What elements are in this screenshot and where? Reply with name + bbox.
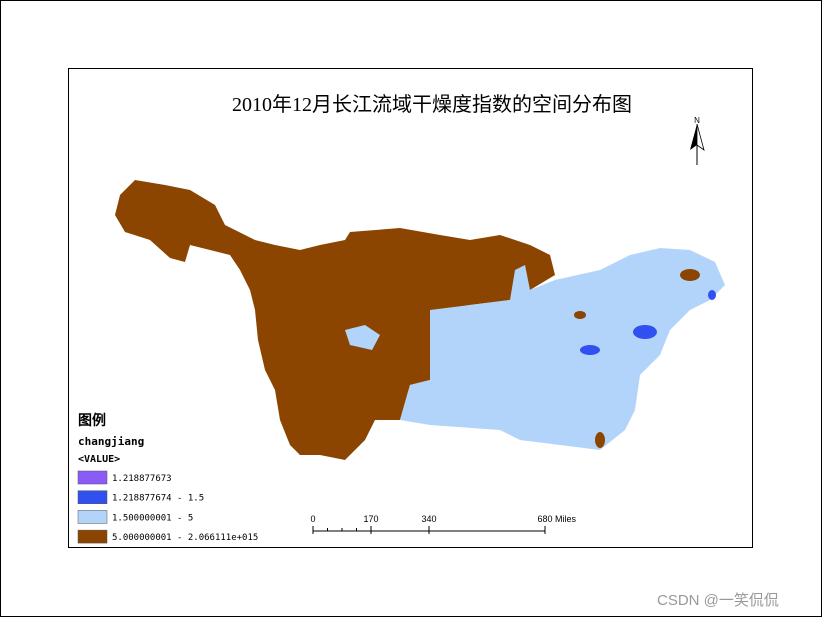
legend-field: <VALUE> [78,454,120,465]
north-arrow: N [690,116,705,165]
scale-label: 680 [537,514,552,524]
legend-swatch [77,529,108,544]
legend-layer: changjiang [78,435,144,448]
basin-map [115,180,725,460]
legend-swatch [77,490,108,504]
scale-label: 0 [310,514,315,524]
legend-label: 1.500000001 - 5 [112,513,193,523]
scale-label: 340 [421,514,436,524]
watermark: CSDN @一笑侃侃 [657,592,779,609]
scale-bar: 0 170 340 680 Miles [310,514,577,534]
region-high [115,180,555,460]
region-high [680,269,700,281]
legend: 1.218877673 1.218877674 - 1.5 1.500000001 … [77,470,258,544]
region-low [580,345,600,355]
legend-title: 图例 [78,412,106,429]
region-high [574,311,586,319]
scale-label: 170 [363,514,378,524]
region-low [708,290,716,300]
region-mid [345,325,380,350]
legend-swatch [77,470,108,485]
region-low [633,325,657,339]
region-high [595,432,605,448]
legend-label: 1.218877674 - 1.5 [112,494,204,504]
scale-unit: Miles [555,514,577,524]
legend-label: 5.000000001 - 2.066111e+015 [112,533,258,543]
region-mid [400,248,725,450]
svg-text:N: N [694,116,700,125]
legend-swatch [77,510,108,524]
legend-label: 1.218877673 [112,474,172,484]
map-title: 2010年12月长江流域干燥度指数的空间分布图 [232,93,632,116]
